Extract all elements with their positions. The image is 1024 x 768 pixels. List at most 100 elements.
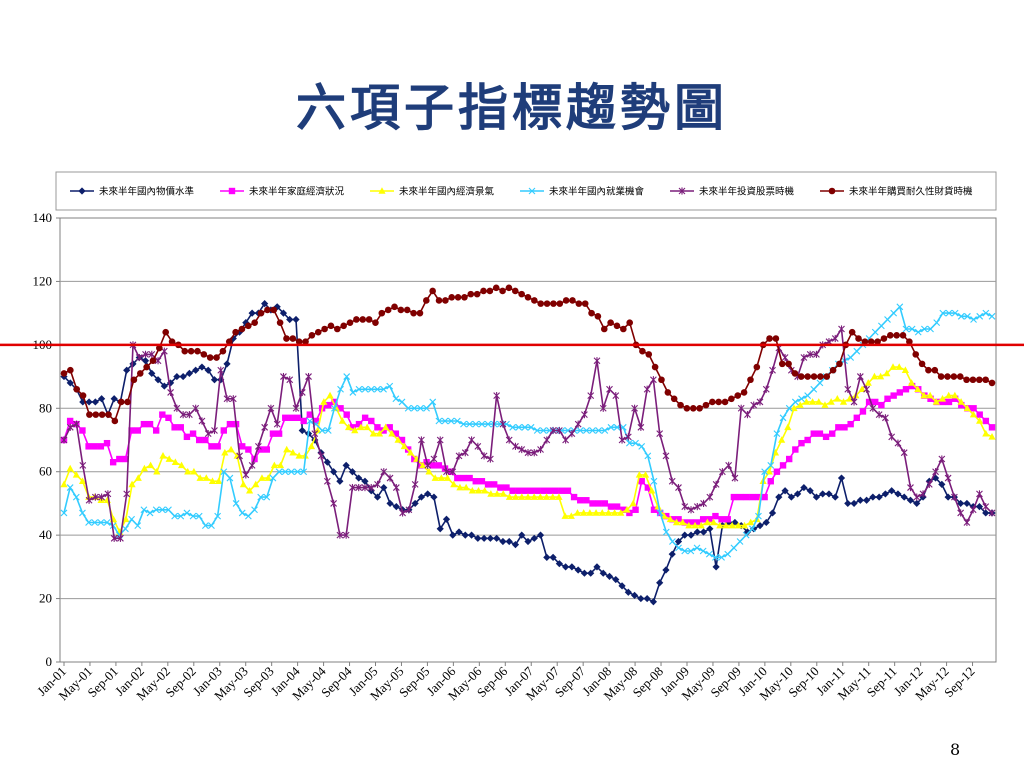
data-point <box>325 401 332 409</box>
data-point <box>872 398 879 406</box>
data-point-stroke <box>331 404 338 412</box>
data-point <box>251 506 258 514</box>
data-point <box>781 487 789 495</box>
data-point <box>537 300 545 307</box>
data-point <box>79 392 87 399</box>
data-point <box>429 398 437 406</box>
data-point-stroke <box>171 512 179 520</box>
data-point <box>957 509 965 517</box>
data-point <box>907 483 914 492</box>
data-point <box>91 443 98 450</box>
data-point <box>66 379 74 387</box>
data-point <box>245 446 252 453</box>
data-point-stroke <box>226 474 234 482</box>
data-point <box>480 534 488 542</box>
data-point <box>128 480 136 488</box>
data-point-stroke <box>392 395 400 403</box>
data-point <box>829 366 837 374</box>
data-point <box>880 335 888 342</box>
data-point-stroke <box>964 312 971 320</box>
data-point <box>257 309 265 317</box>
data-point <box>641 471 650 478</box>
data-point <box>536 531 545 539</box>
data-point <box>254 442 262 450</box>
data-point <box>480 287 487 295</box>
data-point <box>306 417 314 425</box>
data-point <box>874 338 881 345</box>
data-point-stroke <box>380 385 387 393</box>
data-point <box>734 392 742 399</box>
data-point-stroke <box>417 404 424 412</box>
data-point <box>982 376 989 384</box>
data-point-stroke <box>564 427 572 434</box>
data-point <box>324 427 332 434</box>
data-point <box>693 519 701 526</box>
data-point <box>92 411 100 418</box>
data-point <box>755 493 762 501</box>
data-point <box>668 550 676 558</box>
data-point <box>208 443 215 450</box>
data-point <box>812 493 821 501</box>
y-tick-label: 40 <box>39 527 52 542</box>
data-point-stroke <box>970 316 977 323</box>
data-point <box>425 467 433 475</box>
data-point <box>184 467 192 475</box>
data-point <box>938 455 946 463</box>
data-point <box>875 493 883 501</box>
data-point <box>443 474 452 481</box>
data-point <box>66 423 74 431</box>
data-point <box>637 594 645 603</box>
series-6 <box>60 284 996 425</box>
data-point <box>685 521 693 529</box>
data-point <box>800 483 808 492</box>
data-point-stroke <box>681 547 689 555</box>
data-point <box>190 467 198 475</box>
y-tick-label: 80 <box>39 400 52 415</box>
data-point <box>455 528 463 536</box>
data-point <box>239 443 246 450</box>
data-point <box>148 350 156 358</box>
data-point <box>98 411 106 418</box>
data-point <box>728 521 736 529</box>
data-point-stroke <box>294 468 301 476</box>
data-point <box>644 452 652 460</box>
data-point <box>706 525 714 533</box>
data-point <box>359 316 367 323</box>
data-point <box>323 477 331 485</box>
data-point <box>855 335 862 342</box>
data-point-stroke <box>927 325 934 333</box>
data-point <box>436 436 444 444</box>
data-point-stroke <box>712 553 719 561</box>
data-point <box>699 528 708 536</box>
x-tick-label: Sep-04 <box>318 663 355 700</box>
data-point-stroke <box>644 452 652 460</box>
data-point <box>103 439 111 447</box>
data-point <box>314 426 322 434</box>
data-point <box>327 322 335 330</box>
data-point <box>192 404 200 412</box>
data-point <box>252 480 260 488</box>
data-point <box>418 436 425 444</box>
data-point <box>283 445 291 453</box>
data-point <box>687 519 695 526</box>
data-point <box>951 395 959 402</box>
data-point <box>67 366 74 374</box>
plot-area <box>59 217 997 663</box>
data-point <box>392 483 400 492</box>
data-point <box>499 420 507 428</box>
data-point <box>725 461 733 469</box>
data-point <box>558 487 566 494</box>
data-point <box>624 433 632 441</box>
data-point-stroke <box>699 547 707 555</box>
data-point <box>492 284 500 292</box>
data-point <box>382 423 390 431</box>
data-point <box>66 484 74 491</box>
data-point <box>257 493 265 501</box>
data-point <box>662 566 670 574</box>
data-point <box>85 398 93 406</box>
data-point <box>888 433 896 441</box>
data-point <box>200 351 208 358</box>
data-point-stroke <box>201 522 209 530</box>
data-point <box>672 518 681 526</box>
data-point <box>363 423 371 431</box>
